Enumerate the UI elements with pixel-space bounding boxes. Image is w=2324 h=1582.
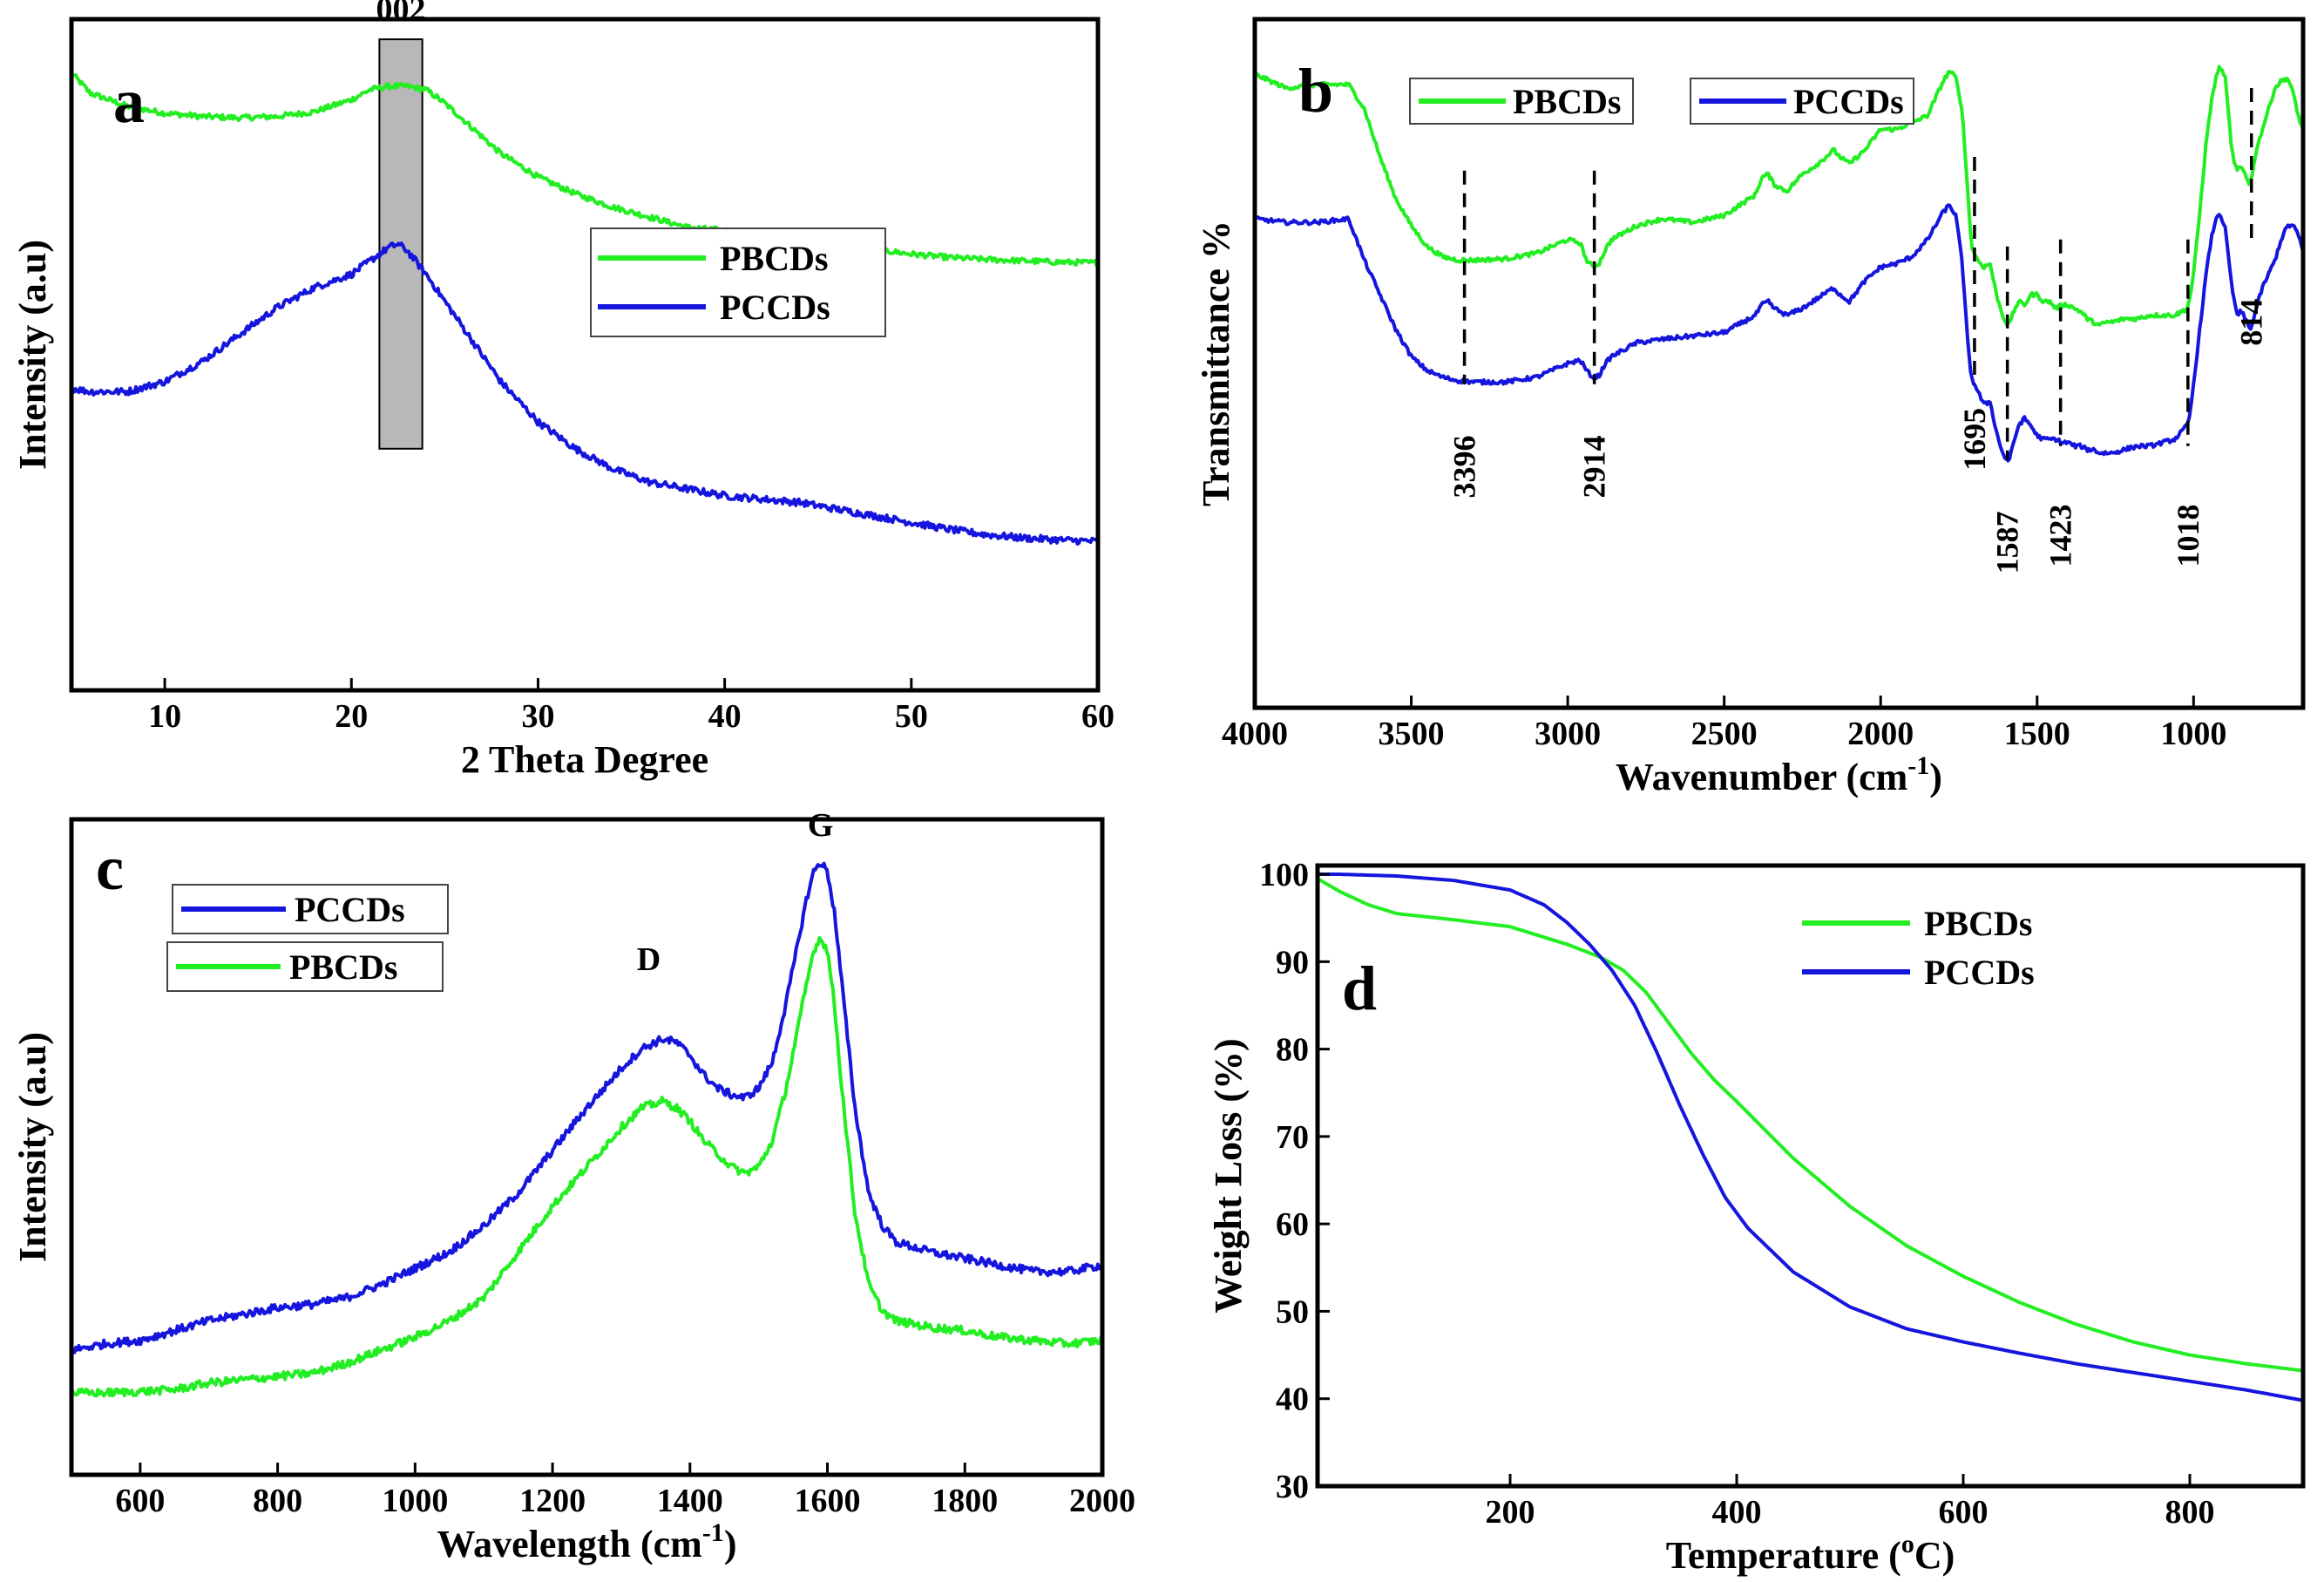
x-axis-title-c: Wavelength (cm-1) [437,1518,737,1565]
series-line-d-pccds [1318,872,2303,1402]
x-tick-label-d: 400 [1712,1494,1762,1531]
legend-d: PBCDs PCCDs [1795,893,2087,1005]
y-tick-label-d: 70 [1276,1119,1309,1156]
peak-label-2914: 2914 [1577,436,1612,499]
x-axis-title-a: 2 Theta Degree [461,738,708,781]
y-axis-title-c: Intensity (a.u) [11,1032,54,1262]
x-tick-label-a: 10 [148,698,181,735]
x-tick-label-c: 600 [115,1483,165,1519]
panel-c: D G 600 800 1000 1200 1400 1600 1800 2000 Waveleng… [11,807,1135,1565]
x-tick-label-c: 1000 [382,1483,448,1519]
x-tick-label-c: 1600 [795,1483,861,1519]
series-line-a-pccds [71,241,1098,546]
y-tick-label-d: 50 [1276,1293,1309,1330]
band-label-a: 002 [376,0,426,28]
legend-c: PCCDs PBCDs [166,884,449,992]
legend-label-a-pccds: PCCDs [720,288,830,327]
panel-letter-a: a [113,66,145,136]
legend-label-d-pbcds: PBCDs [1924,904,2032,943]
panel-b: 3396 2914 1695 1587 1423 1018 814 4000 3500 3000 2… [1195,17,2306,798]
y-tick-label-d: 60 [1276,1206,1309,1243]
legend-label-c-pccds: PCCDs [295,890,405,929]
peak-label-1423: 1423 [2043,505,2078,567]
x-tick-label-c: 2000 [1069,1483,1135,1519]
y-tick-label-d: 100 [1259,857,1309,893]
legend-label-b-pbcds: PBCDs [1513,82,1621,121]
x-tick-label-b: 3500 [1379,716,1445,752]
peak-label-1587: 1587 [1990,511,2025,574]
x-tick-label-d: 600 [1939,1494,1989,1531]
plot-frame-a [69,17,1101,693]
peak-letter-d: D [637,941,661,978]
x-tick-label-a: 20 [335,698,368,735]
y-axis-title-b: Transmittance % [1195,221,1237,506]
peak-letter-g: G [808,807,834,844]
y-tick-label-d: 90 [1276,944,1309,981]
y-axis-title-a: Intensity (a.u) [11,240,54,470]
x-tick-label-c: 800 [253,1483,302,1519]
peak-label-814: 814 [2234,299,2269,346]
x-tick-label-b: 1500 [2004,716,2070,752]
plot-frame-d [1315,863,2306,1489]
x-tick-label-d: 800 [2165,1494,2215,1531]
x-tick-label-a: 60 [1081,698,1115,735]
y-tick-label-d: 80 [1276,1032,1309,1069]
x-tick-label-b: 2000 [1847,716,1914,752]
x-tick-label-a: 40 [708,698,742,735]
y-axis-title-d: Weight Loss (%) [1207,1038,1250,1313]
x-tick-label-b: 1000 [2160,716,2226,752]
series-line-c-pccds [71,861,1102,1355]
legend-a: PBCDs PCCDs [590,227,886,337]
y-tick-label-d: 40 [1276,1382,1309,1418]
panel-letter-b: b [1298,56,1333,126]
plot-frame-b [1252,17,2306,710]
plot-frame-c [69,817,1105,1477]
panel-letter-d: d [1342,954,1377,1023]
series-line-a-pbcds [71,71,1098,268]
x-axis-title-d: Temperature (oC) [1666,1530,1955,1577]
legend-label-b-pccds: PCCDs [1793,82,1904,121]
series-line-b-pbcds [1255,65,2303,327]
panel-letter-c: c [96,833,124,903]
panel-a: 002 10 20 30 40 50 60 2 Theta Degree Intensity (… [11,0,1115,781]
legend-label-c-pbcds: PBCDs [289,947,397,987]
series-line-b-pccds [1255,203,2303,463]
x-tick-label-b: 2500 [1691,716,1758,752]
series-line-d-pbcds [1318,877,2303,1373]
x-tick-label-b: 4000 [1222,716,1288,752]
x-tick-label-c: 1400 [657,1483,723,1519]
legend-b: PBCDs PCCDs [1409,78,1914,125]
y-tick-label-d: 30 [1276,1469,1309,1505]
x-tick-label-a: 30 [521,698,554,735]
series-line-c-pbcds [71,935,1102,1398]
legend-label-d-pccds: PCCDs [1924,953,2035,992]
peak-label-3396: 3396 [1447,436,1482,499]
panel-d: 200 400 600 800 30 40 50 60 70 80 90 100 Temperature… [1207,857,2306,1577]
x-tick-label-a: 50 [895,698,928,735]
peak-label-1695: 1695 [1957,408,1992,471]
peak-label-1018: 1018 [2171,505,2205,567]
x-axis-title-b: Wavenumber (cm-1) [1616,751,1942,798]
x-tick-label-c: 1200 [519,1483,586,1519]
x-tick-label-b: 3000 [1535,716,1601,752]
x-tick-label-c: 1800 [932,1483,998,1519]
legend-label-a-pbcds: PBCDs [720,239,828,278]
x-tick-label-d: 200 [1486,1494,1535,1531]
